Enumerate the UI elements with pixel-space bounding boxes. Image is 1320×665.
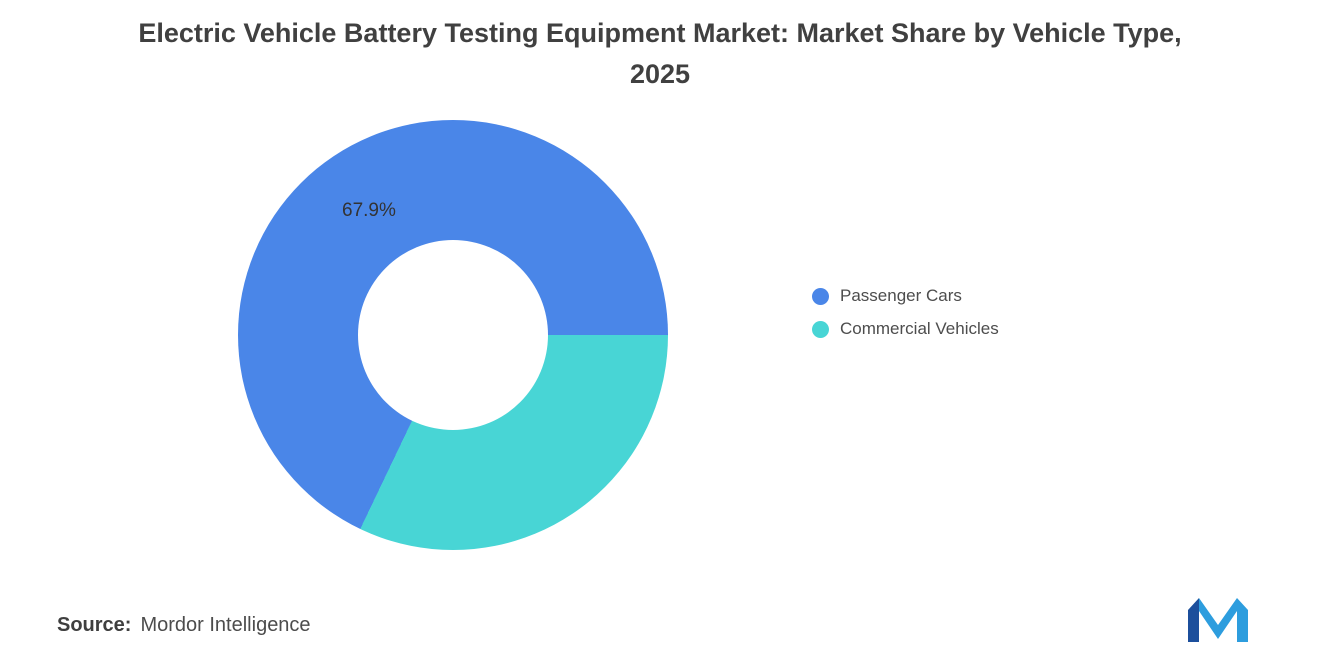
- donut-hole: [358, 240, 548, 430]
- slice-value-label: 67.9%: [342, 200, 396, 221]
- mordor-intelligence-logo: [1188, 598, 1248, 642]
- source-line: Source: Mordor Intelligence: [57, 614, 311, 637]
- chart-title: Electric Vehicle Battery Testing Equipme…: [138, 18, 1182, 89]
- legend-item-commercial-vehicles: Commercial Vehicles: [812, 319, 999, 339]
- legend-label: Commercial Vehicles: [840, 319, 999, 338]
- source-label: Source:: [57, 614, 132, 636]
- legend-swatch-icon: [812, 320, 829, 338]
- legend-item-passenger-cars: Passenger Cars: [812, 286, 999, 306]
- source-value: Mordor Intelligence: [140, 614, 311, 636]
- chart-legend: Passenger Cars Commercial Vehicles: [812, 286, 999, 339]
- legend-label: Passenger Cars: [840, 286, 962, 305]
- legend-swatch-icon: [812, 287, 829, 305]
- donut-chart: 67.9%: [238, 120, 668, 550]
